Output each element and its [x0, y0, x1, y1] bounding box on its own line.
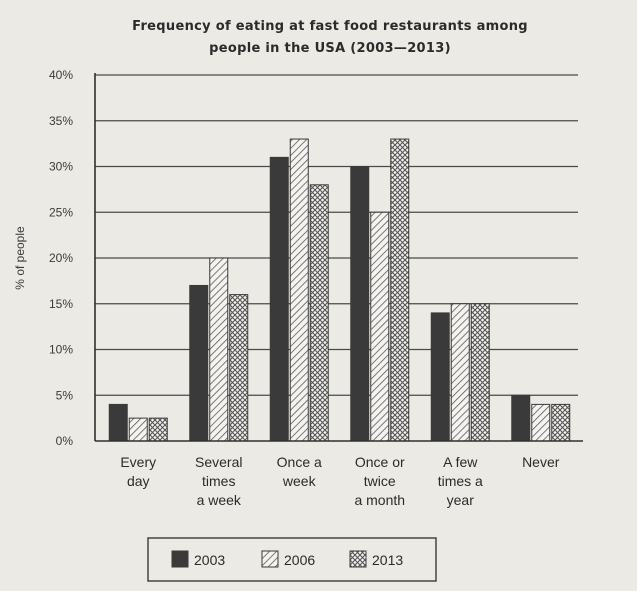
bar-2006: [450, 303, 470, 442]
chart-title-line-2: people in the USA (2003—2013): [209, 41, 451, 56]
legend-label: 2003: [194, 552, 225, 568]
category-label: Never: [522, 454, 560, 470]
y-tick-label: 5%: [56, 388, 74, 402]
category-label: a week: [197, 492, 242, 508]
bar-2006: [370, 211, 390, 442]
category-label: times: [202, 473, 235, 489]
y-tick-label: 40%: [49, 68, 73, 82]
bar-2006: [128, 417, 148, 442]
category-label: Once or: [355, 454, 405, 470]
bar-2003: [350, 166, 370, 442]
bar-2003: [189, 284, 209, 442]
bar-2013: [309, 184, 329, 442]
category-label: Once a: [277, 454, 322, 470]
category-label: Every: [120, 454, 156, 470]
legend: 2003 2006 2013: [147, 537, 437, 582]
legend-box: [147, 537, 437, 582]
y-axis-label: % of people: [13, 226, 27, 290]
chart-title-line-1: Frequency of eating at fast food restaur…: [132, 19, 528, 34]
legend-label: 2013: [372, 552, 403, 568]
legend-swatch-2013: [349, 550, 367, 568]
y-tick-label: 15%: [49, 297, 73, 311]
bar-2006: [289, 138, 309, 442]
legend-swatch-2006: [261, 550, 279, 568]
category-label: A few: [443, 454, 478, 470]
y-tick-label: 20%: [49, 251, 73, 265]
category-label: twice: [364, 473, 396, 489]
bar-2003: [430, 312, 450, 442]
bar-2013: [229, 294, 249, 442]
legend-swatch-2003: [171, 550, 189, 568]
grid: [95, 74, 578, 396]
y-tick-label: 0%: [56, 434, 74, 448]
bar-2006: [531, 403, 551, 442]
bar-2013: [470, 303, 490, 442]
x-axis-categories: Every day Several times a week Once a week Once…: [120, 454, 559, 508]
bar-2013: [148, 417, 168, 442]
bar-2013: [390, 138, 410, 442]
bar-2003: [269, 156, 289, 442]
legend-label: 2006: [284, 552, 315, 568]
bar-2013: [551, 403, 571, 442]
bar-2006: [209, 257, 229, 442]
y-tick-label: 10%: [49, 343, 73, 357]
bar-2003: [108, 403, 128, 442]
category-label: year: [447, 492, 475, 508]
y-tick-label: 25%: [49, 205, 73, 219]
category-label: a month: [354, 492, 405, 508]
category-label: day: [127, 473, 150, 489]
y-tick-label: 30%: [49, 160, 73, 174]
bar-2003: [511, 394, 531, 442]
category-label: times a: [438, 473, 483, 489]
category-label: Several: [195, 454, 242, 470]
axes: [94, 73, 583, 442]
category-label: week: [282, 473, 317, 489]
y-axis-ticks: 0% 5% 10% 15% 20% 25% 30% 35% 40%: [49, 68, 73, 448]
y-tick-label: 35%: [49, 114, 73, 128]
